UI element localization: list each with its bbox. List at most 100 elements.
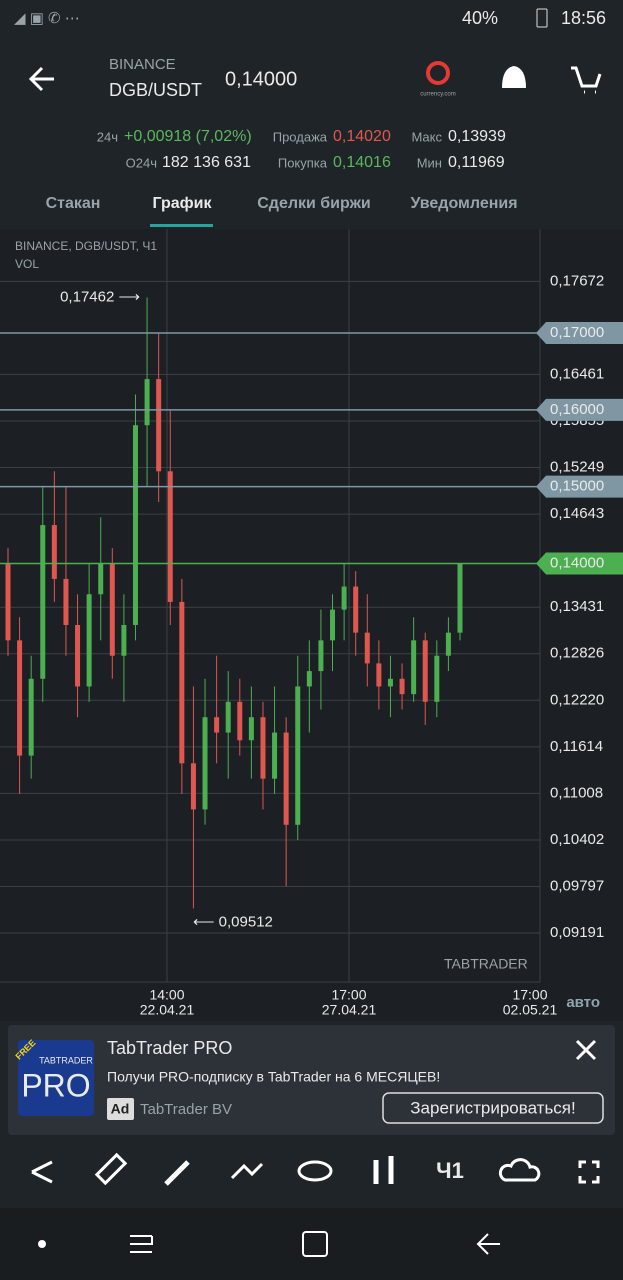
- candle-body: [63, 578, 69, 625]
- candle-body: [167, 471, 173, 602]
- y-tick-label: 0,14643: [550, 505, 604, 522]
- ad-tag-box: [107, 1098, 134, 1120]
- volume-value: 182 136 631: [162, 154, 251, 171]
- brand-name: currency.com: [420, 92, 456, 98]
- header: BINANCE DGB/USDT 0,14000 currency.com: [28, 56, 602, 100]
- ad-title: TabTrader PRO: [107, 1038, 232, 1058]
- cloud-button[interactable]: [498, 1158, 541, 1182]
- ad-tag: Ad: [111, 1101, 130, 1117]
- max-value: 0,13939: [448, 128, 506, 145]
- candle-body: [98, 563, 104, 595]
- y-tick-label: 0,09797: [550, 877, 604, 894]
- candle-body: [306, 671, 312, 687]
- price-line-label: 0,15000: [550, 478, 604, 495]
- view-button[interactable]: [297, 1160, 333, 1182]
- candle-body: [341, 586, 347, 610]
- price-badge: [536, 552, 623, 575]
- y-tick-label: 0,16461: [550, 365, 604, 382]
- candle-body: [434, 655, 440, 702]
- stat-label: Покупка: [278, 155, 328, 170]
- ruler-button[interactable]: [94, 1152, 128, 1186]
- sell-value: 0,14020: [333, 128, 391, 145]
- share-button[interactable]: [31, 1160, 53, 1184]
- candle-body: [202, 717, 208, 810]
- nav-bar: [0, 1208, 623, 1280]
- price-badge: [536, 398, 623, 421]
- nav-recents[interactable]: [130, 1235, 153, 1253]
- candle-body: [40, 525, 46, 679]
- candle-body: [179, 601, 185, 764]
- stat-label: О24ч: [126, 155, 157, 170]
- x-tick-date: 27.04.21: [322, 1002, 377, 1018]
- candle-body: [445, 632, 451, 656]
- candle-body: [295, 686, 301, 825]
- candle-body: [28, 678, 34, 756]
- indicator-button[interactable]: [230, 1162, 264, 1180]
- candle-body: [75, 624, 81, 687]
- candle-body: [225, 701, 231, 733]
- exchange-name: BINANCE: [109, 56, 176, 73]
- clock: 18:56: [561, 8, 606, 28]
- x-tick-time: 17:00: [331, 987, 366, 1003]
- candle-body: [51, 525, 57, 579]
- tab[interactable]: Уведомления: [410, 195, 517, 212]
- buy-value: 0,14016: [333, 154, 391, 171]
- y-tick-label: 0,11614: [550, 738, 603, 755]
- status-bar: ◢ ▣ ✆ ⋯ 40% 18:56: [14, 8, 606, 28]
- x-tick-date: 02.05.21: [503, 1002, 558, 1018]
- candle-body: [214, 717, 220, 733]
- chart-subtitle: VOL: [15, 257, 39, 271]
- y-tick-label: 0,12220: [550, 691, 604, 708]
- candle-body: [86, 594, 92, 687]
- draw-button[interactable]: [164, 1160, 190, 1186]
- ad-button[interactable]: [382, 1092, 604, 1124]
- candle-body: [376, 663, 382, 687]
- watermark: TABTRADER: [444, 956, 528, 972]
- candle-body: [364, 632, 370, 664]
- candle-body: [318, 640, 324, 672]
- brand-logo[interactable]: [426, 61, 450, 85]
- candle-body: [272, 732, 278, 779]
- tab[interactable]: Стакан: [46, 195, 101, 212]
- toolbar: Ч1: [31, 1152, 600, 1186]
- candle-type-button[interactable]: [373, 1156, 394, 1184]
- stat-label: Макс: [411, 129, 442, 144]
- candle-body: [399, 678, 405, 695]
- interval-button[interactable]: Ч1: [436, 1158, 464, 1183]
- back-button[interactable]: [28, 66, 54, 92]
- status-icons: ◢ ▣ ✆ ⋯: [14, 10, 80, 27]
- change-value: +0,00918 (7,02%): [124, 128, 252, 145]
- stat-label: 24ч: [97, 129, 118, 144]
- candle-body: [248, 717, 254, 741]
- tab-active[interactable]: График: [153, 195, 213, 212]
- alert-button[interactable]: [502, 66, 526, 88]
- candle-body: [387, 678, 393, 687]
- candle-body: [5, 563, 11, 641]
- stats: 24ч +0,00918 (7,02%) Продажа 0,14020 Мак…: [97, 128, 506, 171]
- candle-body: [17, 640, 23, 756]
- nav-back[interactable]: [476, 1233, 500, 1255]
- y-tick-label: 0,10402: [550, 831, 604, 848]
- price-line-label: 0,16000: [550, 401, 604, 418]
- ad-advertiser: TabTrader BV: [140, 1101, 232, 1118]
- cart-button[interactable]: [571, 66, 602, 94]
- y-tick-label: 0,15249: [550, 458, 604, 475]
- tab[interactable]: Сделки биржи: [257, 195, 371, 212]
- scale-mode[interactable]: авто: [566, 994, 600, 1011]
- y-tick-label: 0,11008: [550, 784, 603, 801]
- candle-body: [330, 609, 336, 641]
- nav-dot[interactable]: [38, 1240, 46, 1248]
- chart-title: BINANCE, DGB/USDT, Ч1: [15, 239, 157, 253]
- ad-logo-text: PRO: [21, 1067, 90, 1103]
- ad-logo: [18, 1040, 94, 1116]
- price-line-label: 0,17000: [550, 324, 604, 341]
- ad-close[interactable]: [575, 1039, 597, 1061]
- min-value: 0,11969: [448, 154, 505, 171]
- candle-body: [260, 717, 266, 779]
- ad-logo-top: TABTRADER: [39, 1055, 93, 1065]
- pair-name: DGB/USDT: [109, 80, 202, 100]
- price-line-label: 0,14000: [550, 554, 604, 571]
- y-tick-label: 0,13431: [550, 598, 604, 615]
- fullscreen-button[interactable]: [578, 1160, 600, 1184]
- nav-home[interactable]: [302, 1231, 328, 1257]
